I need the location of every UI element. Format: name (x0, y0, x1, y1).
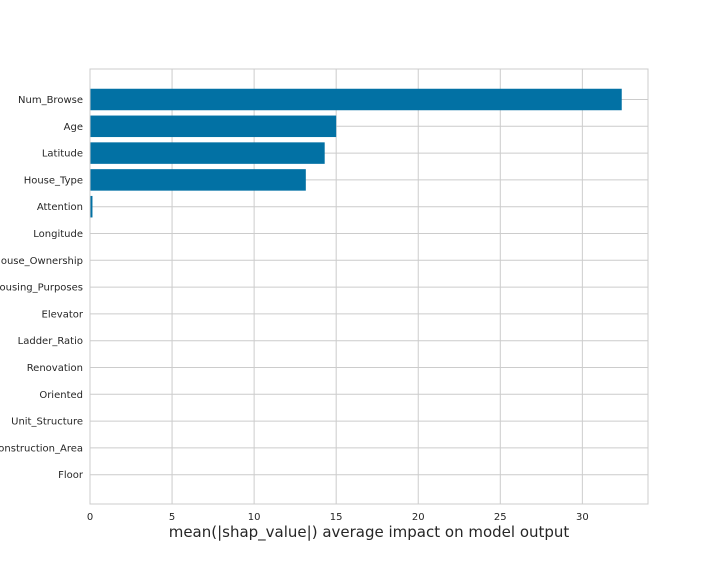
y-tick-label: House_Type (24, 175, 83, 186)
y-tick-label: Housing_Purposes (0, 283, 83, 294)
x-axis-title: mean(|shap_value|) average impact on mod… (169, 523, 570, 542)
x-tick-label: 15 (330, 512, 343, 523)
x-tick-label: 0 (87, 512, 93, 523)
y-tick-label: Attention (37, 202, 83, 213)
x-tick-label: 25 (494, 512, 507, 523)
y-tick-label: Oriented (39, 390, 83, 401)
bars (90, 88, 622, 218)
y-tick-label: Renovation (27, 363, 83, 374)
y-tick-label: Latitude (42, 149, 83, 160)
bar-house-type (90, 169, 306, 191)
y-tick-label: Num_Browse (18, 95, 83, 106)
x-tick-label: 30 (576, 512, 589, 523)
y-tick-label: Elevator (42, 309, 84, 320)
y-tick-label: Floor (58, 470, 84, 481)
x-tick-label: 5 (169, 512, 175, 523)
y-tick-label: House_Ownership (0, 256, 83, 267)
bar-latitude (90, 142, 325, 164)
x-tick-label: 20 (412, 512, 425, 523)
y-tick-label: Age (64, 122, 83, 133)
x-tick-label: 10 (248, 512, 261, 523)
bar-age (90, 115, 337, 138)
bar-num-browse (90, 88, 622, 111)
bar-attention (90, 195, 93, 218)
y-tick-label: Construction_Area (0, 443, 83, 454)
plot-frame (89, 68, 649, 505)
y-tick-labels: Num_Browse Age Latitude House_Type Attention… (0, 95, 84, 481)
y-tick-label: Unit_Structure (11, 417, 83, 428)
y-tick-label: Longitude (33, 229, 83, 240)
x-tick-labels: 0 5 10 15 20 25 30 (87, 512, 589, 523)
y-tick-label: Ladder_Ratio (18, 336, 83, 347)
